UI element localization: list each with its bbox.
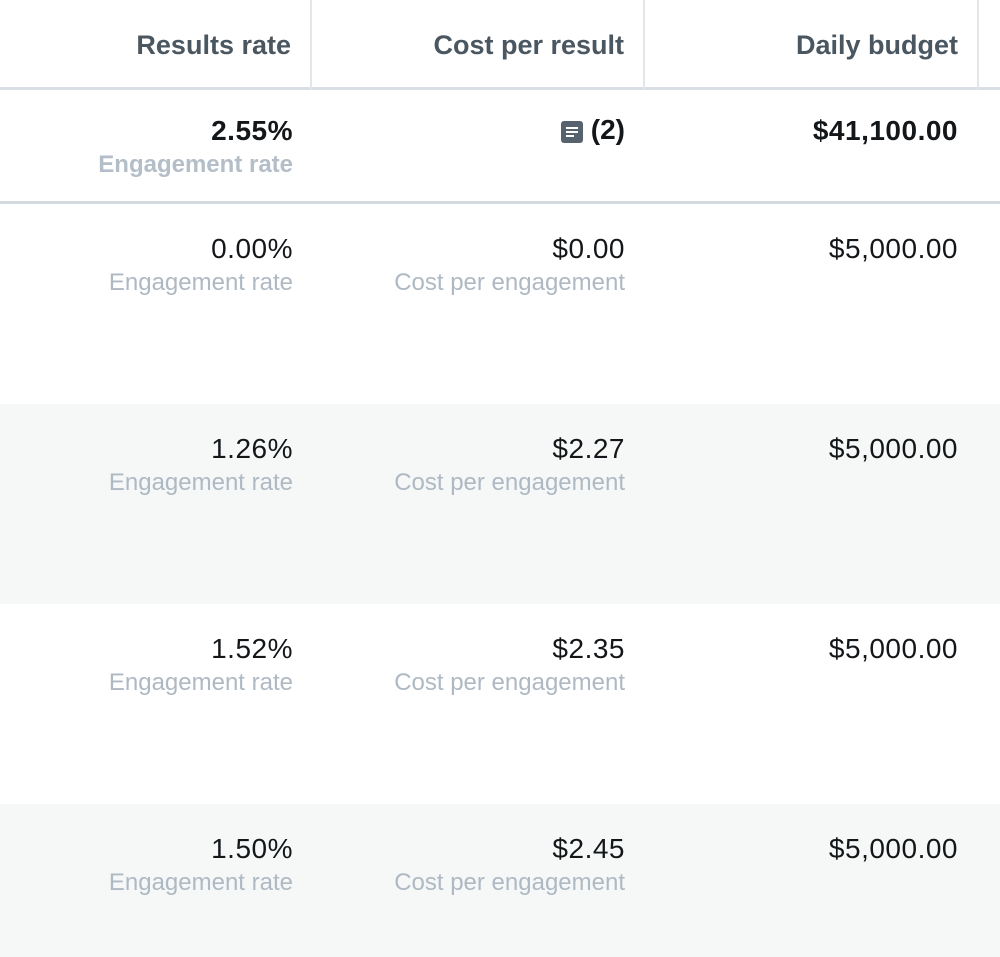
results-rate-value: 1.26% [211,433,293,464]
column-divider[interactable] [643,0,645,90]
cost-per-result-label: Cost per engagement [394,869,625,896]
table-header: Results rate Cost per result Daily budge… [0,0,1000,90]
daily-budget-value: $5,000.00 [828,633,958,664]
results-rate-label: Engagement rate [108,669,293,696]
daily-budget-cell[interactable]: $5,000.00 [829,432,958,466]
note-icon [560,121,583,143]
daily-budget-cell[interactable]: $5,000.00 [829,832,958,866]
results-rate-value: 0.00% [211,233,293,264]
notes-count: (2) [590,114,625,145]
cost-per-result-cell: $2.27 Cost per engagement [394,432,625,498]
totals-cost-per-result-cell: (2) [560,114,625,146]
cost-per-result-value: $2.35 [552,633,625,664]
totals-results-rate-label: Engagement rate [98,151,293,178]
cost-per-result-value: $0.00 [552,233,625,264]
results-rate-value: 1.52% [211,633,293,664]
column-header-daily-budget[interactable]: Daily budget [795,30,958,60]
daily-budget-value: $5,000.00 [828,833,958,864]
daily-budget-value: $5,000.00 [828,433,958,464]
cost-per-result-cell: $0.00 Cost per engagement [394,232,625,298]
results-rate-label: Engagement rate [108,269,293,296]
cost-per-result-label: Cost per engagement [394,669,625,696]
daily-budget-cell[interactable]: $5,000.00 [829,632,958,666]
cost-per-result-value: $2.45 [552,833,625,864]
daily-budget-cell[interactable]: $5,000.00 [829,232,958,266]
column-divider[interactable] [977,0,979,90]
cost-per-result-value: $2.27 [552,433,625,464]
results-rate-label: Engagement rate [108,469,293,496]
cost-per-result-cell: $2.35 Cost per engagement [394,632,625,698]
table-row[interactable]: 1.52% Engagement rate $2.35 Cost per eng… [0,604,1000,804]
cost-per-result-label: Cost per engagement [394,469,625,496]
cost-per-result-label: Cost per engagement [394,269,625,296]
column-divider[interactable] [310,0,312,90]
column-header-cost-per-result[interactable]: Cost per result [433,30,624,60]
cost-per-result-cell: $2.45 Cost per engagement [394,832,625,898]
table-row[interactable]: 1.50% Engagement rate $2.45 Cost per eng… [0,804,1000,957]
totals-daily-budget-value: $41,100.00 [812,115,958,146]
results-rate-cell: 1.50% Engagement rate [109,832,293,898]
table-row[interactable]: 0.00% Engagement rate $0.00 Cost per eng… [0,204,1000,404]
results-rate-cell: 1.26% Engagement rate [109,432,293,498]
totals-results-rate-value: 2.55% [211,115,293,146]
column-header-results-rate[interactable]: Results rate [136,30,291,60]
daily-budget-value: $5,000.00 [828,233,958,264]
results-rate-label: Engagement rate [108,869,293,896]
totals-daily-budget-cell: $41,100.00 [813,114,958,148]
totals-row: 2.55% Engagement rate (2) $41,100.00 [0,90,1000,204]
notes-button[interactable]: (2) [560,114,625,146]
results-rate-value: 1.50% [211,833,293,864]
table-row[interactable]: 1.26% Engagement rate $2.27 Cost per eng… [0,404,1000,604]
totals-results-rate-cell: 2.55% Engagement rate [98,114,293,180]
results-rate-cell: 1.52% Engagement rate [109,632,293,698]
results-rate-cell: 0.00% Engagement rate [109,232,293,298]
